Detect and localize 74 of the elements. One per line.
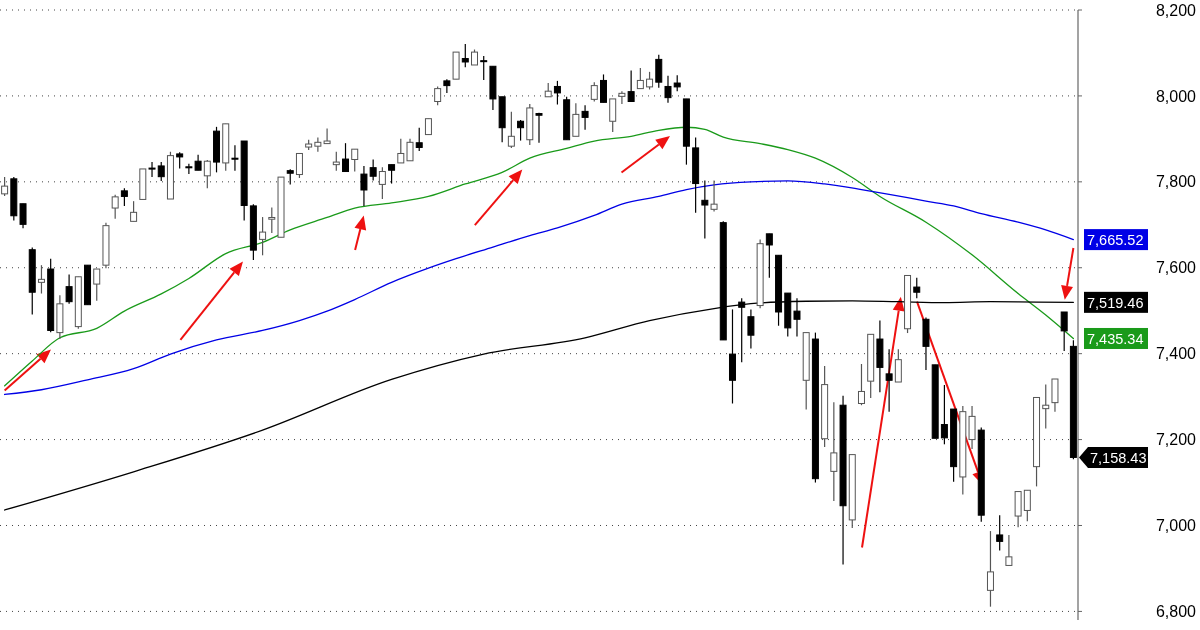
candlestick bbox=[1, 176, 9, 197]
candlestick bbox=[480, 55, 488, 81]
candlestick bbox=[231, 144, 239, 172]
candlestick bbox=[203, 159, 211, 189]
data-label: 7,435.34 bbox=[1087, 330, 1144, 347]
candlestick bbox=[19, 203, 27, 229]
y-tick-label: 8,000 bbox=[1155, 87, 1197, 105]
candlestick bbox=[857, 363, 865, 406]
y-tick-label: 7,600 bbox=[1155, 259, 1197, 277]
candlestick bbox=[553, 80, 561, 106]
data-label: 7,665.52 bbox=[1087, 231, 1144, 248]
candlestick bbox=[259, 216, 267, 256]
candlestick bbox=[618, 90, 626, 105]
candlestick bbox=[268, 207, 276, 234]
candlestick bbox=[885, 348, 893, 413]
candlestick bbox=[535, 112, 543, 144]
line-series bbox=[3, 126, 1075, 387]
data-label: 7,519.46 bbox=[1087, 294, 1144, 311]
candlestick bbox=[93, 268, 101, 302]
text: 7,158.43 bbox=[1090, 449, 1147, 466]
candlestick bbox=[378, 166, 386, 200]
candlestick bbox=[710, 179, 718, 213]
candlestick bbox=[765, 233, 773, 279]
candlestick bbox=[517, 119, 525, 142]
candlestick bbox=[1042, 383, 1050, 430]
candlestick bbox=[581, 104, 589, 131]
candlestick bbox=[1005, 534, 1013, 567]
candlestick bbox=[894, 348, 902, 383]
candlestick bbox=[636, 67, 644, 90]
candlestick bbox=[1060, 311, 1068, 352]
y-tick-label: 7,800 bbox=[1155, 173, 1197, 191]
candlestick bbox=[655, 54, 663, 89]
candlestick bbox=[609, 98, 617, 133]
candlestick bbox=[461, 43, 469, 68]
candlestick bbox=[295, 152, 303, 179]
candlestick bbox=[443, 78, 451, 94]
candlestick bbox=[37, 264, 45, 295]
candlestick bbox=[627, 69, 635, 103]
line-series bbox=[3, 180, 1075, 396]
candlestick bbox=[572, 102, 580, 137]
candlestick bbox=[590, 81, 598, 103]
candlestick bbox=[664, 75, 672, 104]
candlestick bbox=[600, 73, 607, 103]
candlestick bbox=[940, 384, 948, 445]
y-tick-label: 6,800 bbox=[1155, 603, 1197, 621]
candlestick bbox=[415, 127, 423, 152]
candlestick bbox=[360, 165, 368, 207]
candlestick bbox=[701, 179, 709, 240]
candlestick bbox=[65, 274, 73, 305]
candlestick bbox=[747, 308, 755, 350]
candlestick bbox=[913, 277, 921, 299]
candlestick bbox=[111, 194, 119, 220]
candlestick bbox=[332, 151, 340, 172]
candlestick bbox=[507, 111, 515, 149]
candlestick bbox=[434, 85, 442, 106]
candlestick bbox=[986, 530, 994, 608]
y-tick-label: 7,200 bbox=[1155, 431, 1197, 449]
candlestick bbox=[130, 200, 138, 222]
y-tick-label: 8,200 bbox=[1155, 1, 1197, 19]
candlestick bbox=[996, 514, 1004, 552]
candlestick bbox=[968, 405, 976, 450]
candlestick bbox=[388, 164, 396, 185]
candlestick bbox=[369, 158, 377, 182]
candlestick bbox=[351, 148, 359, 173]
candlestick bbox=[1051, 378, 1059, 413]
y-tick-label: 7,400 bbox=[1155, 345, 1197, 363]
candlestick bbox=[1023, 489, 1031, 522]
y-tick-label: 7,000 bbox=[1155, 517, 1197, 535]
candlestick bbox=[406, 138, 414, 162]
candlestick bbox=[157, 161, 165, 182]
candlestick bbox=[830, 401, 838, 502]
candlestick bbox=[148, 161, 156, 178]
candlestick bbox=[342, 142, 350, 173]
candlestick bbox=[397, 138, 405, 164]
